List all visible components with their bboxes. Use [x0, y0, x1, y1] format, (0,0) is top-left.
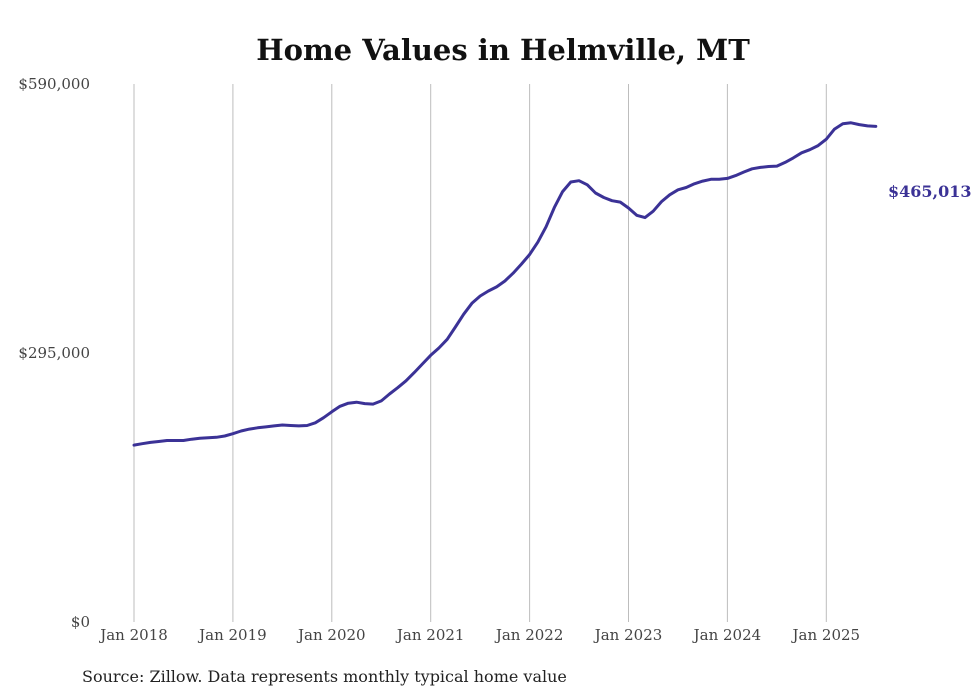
y-axis-ticks: $0 $295,000 $590,000: [18, 75, 90, 631]
chart-title: Home Values in Helmville, MT: [256, 33, 750, 67]
x-tick-label: Jan 2021: [395, 626, 465, 644]
home-value-line: [132, 121, 878, 447]
x-axis-ticks: Jan 2018 Jan 2019 Jan 2020 Jan 2021 Jan 2022…: [98, 626, 860, 644]
x-tick-label: Jan 2018: [98, 626, 168, 644]
x-tick-label: Jan 2023: [593, 626, 663, 644]
x-tick-label: Jan 2019: [197, 626, 267, 644]
y-tick-label: $295,000: [18, 344, 90, 362]
y-tick-label: $0: [71, 613, 90, 631]
gridlines: [133, 84, 827, 622]
x-tick-label: Jan 2022: [494, 626, 564, 644]
y-tick-label: $590,000: [18, 75, 90, 93]
x-tick-label: Jan 2020: [296, 626, 366, 644]
latest-value-label: $465,013: [888, 182, 972, 201]
source-note: Source: Zillow. Data represents monthly …: [82, 667, 567, 686]
x-tick-label: Jan 2024: [692, 626, 762, 644]
x-tick-label: Jan 2025: [791, 626, 861, 644]
